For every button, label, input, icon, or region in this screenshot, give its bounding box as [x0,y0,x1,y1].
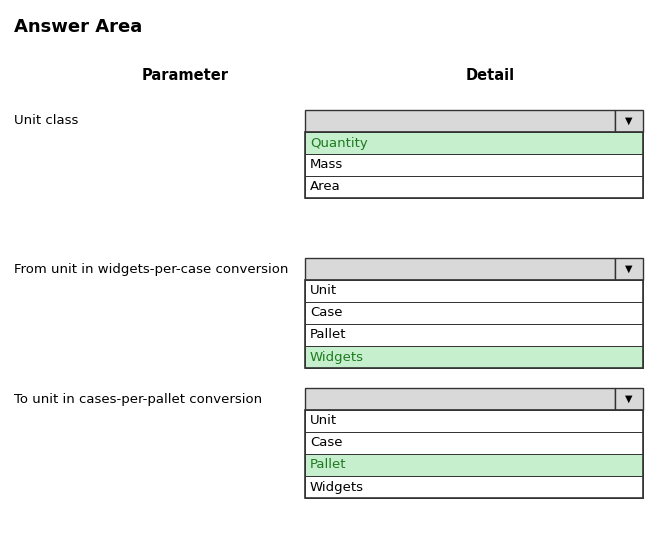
Bar [305,280,643,368]
Text: Quantity: Quantity [310,136,368,150]
Text: Detail: Detail [465,68,514,83]
Bar [305,432,643,454]
Bar [305,454,643,476]
Bar [305,346,643,368]
Text: Unit: Unit [310,414,337,428]
Bar [305,154,643,176]
Bar [305,476,643,498]
Text: Pallet: Pallet [310,329,346,341]
Text: ▼: ▼ [625,264,633,274]
Bar [305,110,615,132]
Bar [305,258,615,280]
Bar [305,132,643,198]
Bar [305,410,643,432]
Text: Mass: Mass [310,158,343,171]
Text: Pallet: Pallet [310,459,346,472]
Text: Answer Area: Answer Area [14,18,143,36]
Bar [305,324,643,346]
Text: Case: Case [310,436,342,449]
Text: Area: Area [310,181,341,193]
Text: Case: Case [310,306,342,319]
Text: Unit class: Unit class [14,115,78,128]
Text: From unit in widgets-per-case conversion: From unit in widgets-per-case conversion [14,263,288,276]
Bar [615,388,643,410]
Bar [615,110,643,132]
Text: To unit in cases-per-pallet conversion: To unit in cases-per-pallet conversion [14,393,262,406]
Text: ▼: ▼ [625,394,633,404]
Text: Unit: Unit [310,284,337,298]
Bar [305,132,643,154]
Text: ▼: ▼ [625,116,633,126]
Bar [305,410,643,498]
Text: Widgets: Widgets [310,480,364,494]
Bar [305,388,615,410]
Bar [305,302,643,324]
Bar [305,176,643,198]
Text: Parameter: Parameter [141,68,229,83]
Text: Widgets: Widgets [310,351,364,364]
Bar [615,258,643,280]
Bar [305,280,643,302]
